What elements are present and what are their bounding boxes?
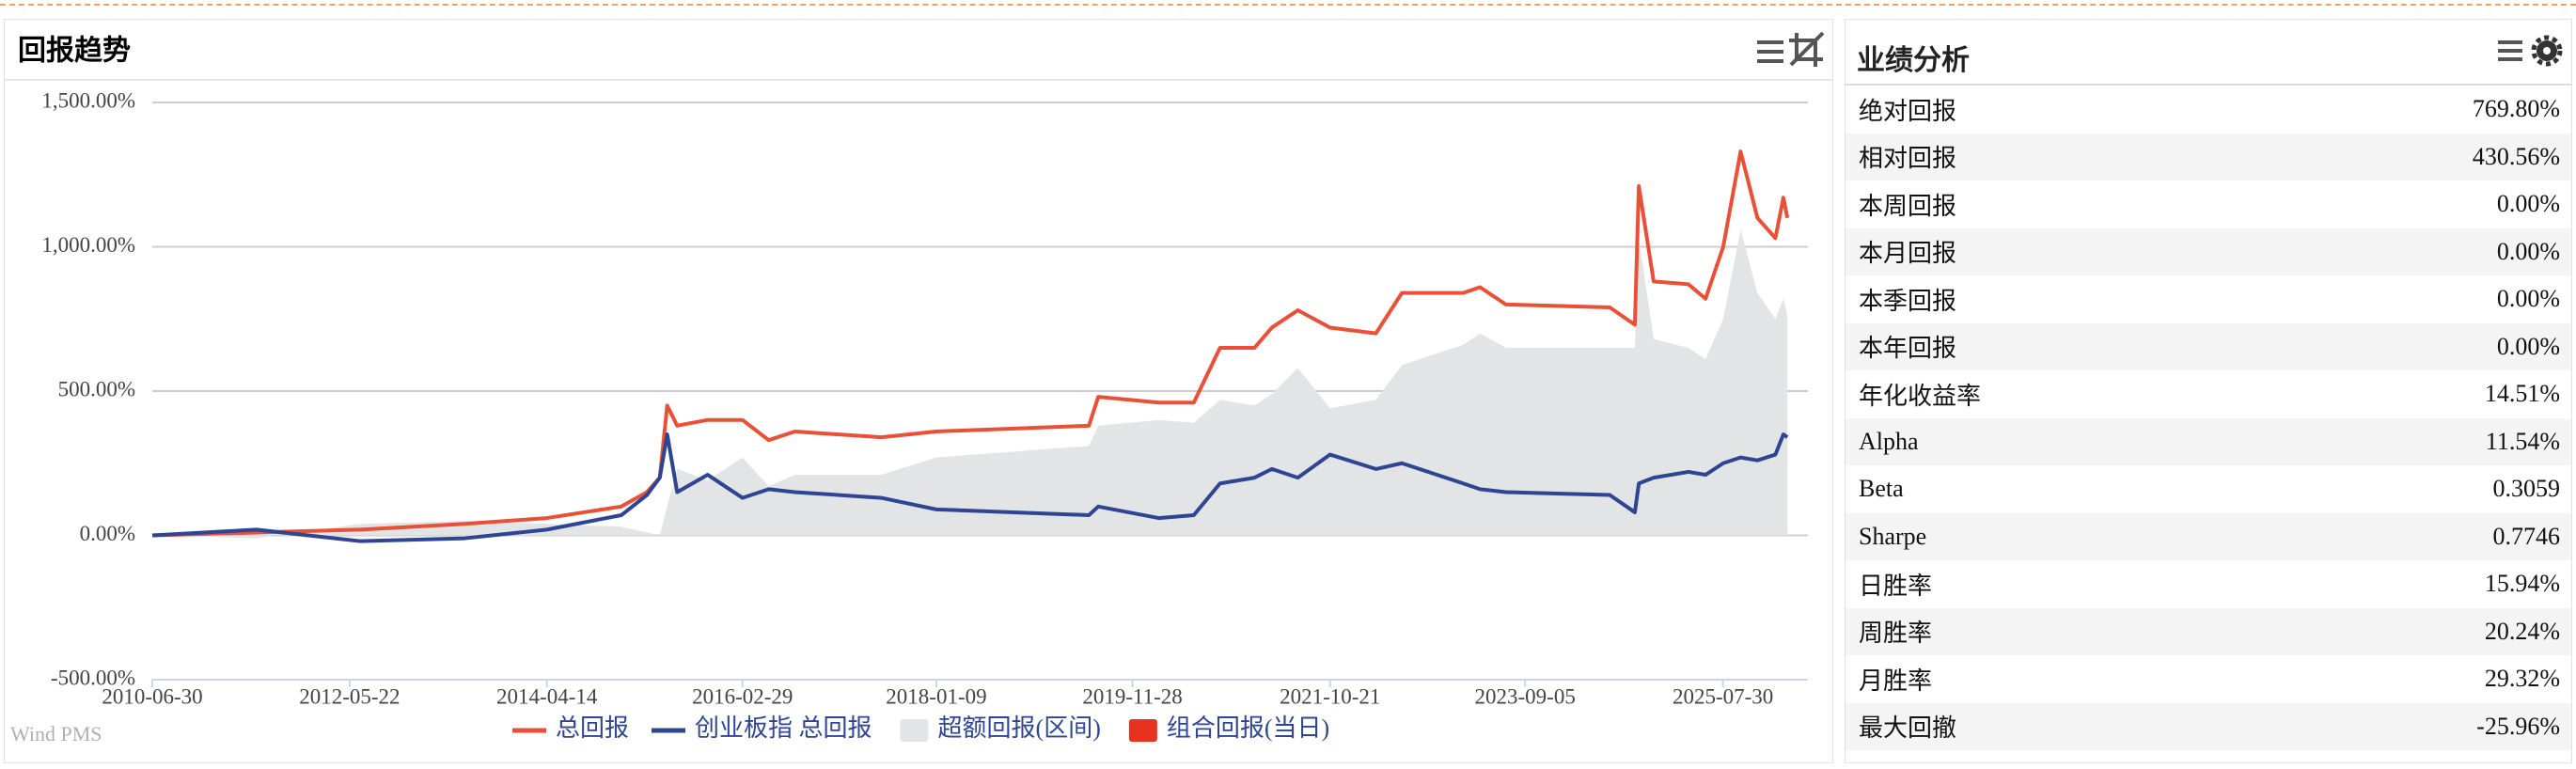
metric-value: 0.00% [2496,190,2560,218]
metric-label: 本月回报 [1859,240,1957,268]
chart: 回报趋势 Wind PMS -500.00% 0.00% 500.00% 1,000.… [5,31,1832,745]
chart-panel: 回报趋势 Wind PMS -500.00% 0.00% 500.00% 1,000.… [4,19,1833,763]
top-border [0,4,2576,6]
x-tick-label: 2023-09-05 [1475,684,1576,708]
metric-label: 相对回报 [1859,145,1957,173]
metric-value: 430.56% [2472,142,2560,170]
metric-label: 最大回撤 [1859,714,1957,743]
metric-row: 最大回撤 -25.96% [1846,702,2571,750]
x-tick-label: 2016-02-29 [692,684,793,708]
x-tick-label: 2018-01-09 [886,684,986,708]
crop-icon[interactable] [1789,31,1825,67]
metric-row: 本月回报 0.00% [1846,228,2571,275]
metric-label: 日胜率 [1859,572,1933,600]
metric-value: 20.24% [2484,617,2560,645]
panel-icons [2498,35,2563,67]
metric-label: Sharpe [1859,522,1927,550]
settings-icon[interactable] [2531,35,2563,67]
legend-swatch [900,719,929,742]
metric-row: 日胜率 15.94% [1846,560,2571,608]
y-tick-label: 500.00% [58,377,135,400]
metric-label: Beta [1859,475,1904,503]
metric-label: 本周回报 [1859,192,1957,220]
series-line [151,432,1789,543]
metric-row: Sharpe 0.7746 [1846,512,2571,560]
metric-value: 0.3059 [2492,475,2561,503]
x-tick-label: 2019-11-28 [1082,684,1182,708]
metrics-panel: 业绩分析 绝对回报 769.80% 相对回报 430.56% 本周回报 0.00% 本月回报… [1845,19,2572,763]
x-tick-label: 2014-04-14 [496,684,598,708]
metric-label: 本季回报 [1859,287,1957,315]
metric-row: Alpha 11.54% [1846,417,2571,465]
metric-value: 0.00% [2496,332,2560,360]
x-tick-label: 2012-05-22 [299,684,400,708]
metric-row: 月胜率 29.32% [1846,655,2571,703]
watermark: Wind PMS [10,722,102,745]
legend-swatch [1128,719,1157,742]
metric-label: 绝对回报 [1859,97,1957,125]
metric-row: 本年回报 0.00% [1846,322,2571,370]
metric-row: 绝对回报 769.80% [1846,86,2571,133]
legend-label: 超额回报(区间) [938,714,1101,742]
panel-header: 业绩分析 [1846,20,2571,86]
y-tick-label: 0.00% [80,522,135,545]
excess-area [152,229,1788,539]
metric-label: 月胜率 [1859,667,1933,695]
metric-value: 11.54% [2485,427,2560,455]
metric-row: 相对回报 430.56% [1846,133,2571,180]
metric-row: 年化收益率 14.51% [1846,370,2571,418]
metric-label: Alpha [1859,427,1919,455]
legend-label: 总回报 [556,714,629,742]
metric-value: 0.00% [2496,237,2560,265]
legend-label: 创业板指 总回报 [695,714,872,742]
legend: 总回报 创业板指 总回报 超额回报(区间) 组合回报(当日) [512,714,1329,742]
metric-value: 14.51% [2484,380,2560,408]
metrics-table: 绝对回报 769.80% 相对回报 430.56% 本周回报 0.00% 本月回报 0.00%… [1846,86,2571,750]
menu-icon[interactable] [1757,40,1783,63]
metric-value: 0.7746 [2492,522,2561,550]
metric-value: 769.80% [2472,95,2560,123]
metric-label: 本年回报 [1859,335,1957,363]
y-tick-label: 1,500.00% [41,88,135,112]
chart-title: 回报趋势 [18,35,131,68]
metric-value: -25.96% [2476,712,2560,740]
metric-row: 本季回报 0.00% [1846,275,2571,323]
x-tick-label: 2010-06-30 [102,684,202,708]
y-tick-label: -500.00% [51,666,135,689]
metric-label: 周胜率 [1859,620,1933,648]
metric-value: 15.94% [2484,570,2560,598]
menu-icon[interactable] [2498,40,2522,61]
panel-title: 业绩分析 [1857,44,1970,77]
metric-row: 本周回报 0.00% [1846,180,2571,228]
metric-row: 周胜率 20.24% [1846,607,2571,655]
metric-row: Beta 0.3059 [1846,465,2571,513]
y-tick-label: 1,000.00% [41,233,135,257]
metric-value: 0.00% [2496,285,2560,313]
legend-label: 组合回报(当日) [1167,714,1329,742]
metric-label: 年化收益率 [1859,382,1982,410]
metric-value: 29.32% [2484,665,2560,693]
x-tick-label: 2025-07-30 [1673,684,1773,708]
x-tick-label: 2021-10-21 [1280,684,1380,708]
